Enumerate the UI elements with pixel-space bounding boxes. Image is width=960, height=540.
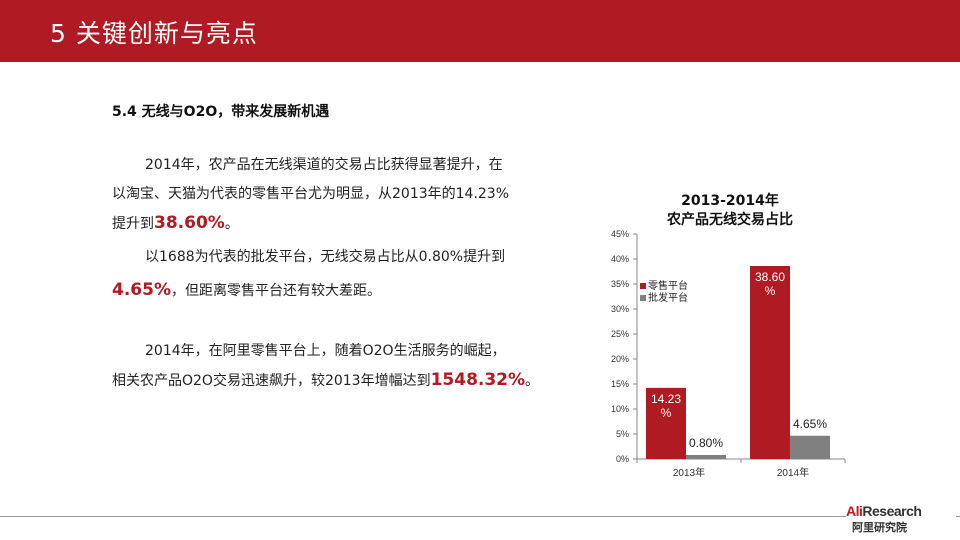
- y-tick-label: 10%: [611, 404, 629, 414]
- y-tick-label: 45%: [611, 229, 629, 239]
- bar-retail: [646, 387, 686, 459]
- data-label: 0.80%: [689, 436, 723, 450]
- y-tick-label: 30%: [611, 304, 629, 314]
- y-tick-label: 15%: [611, 379, 629, 389]
- legend-label: 批发平台: [648, 291, 688, 304]
- para1-line2: 以淘宝、天猫为代表的零售平台尤为明显，从2013年的14.23%: [112, 186, 510, 202]
- para3-line1: 2014年，在阿里零售平台上，随着O2O生活服务的崛起，: [145, 343, 506, 359]
- section-title: 5.4 无线与O2O，带来发展新机遇: [112, 104, 330, 120]
- para1-line3: 提升到38.60%。: [112, 213, 239, 234]
- logo-chinese: 阿里研究院: [852, 521, 907, 534]
- para3-line2-post: 。: [525, 373, 540, 389]
- para1-line3-post: 。: [224, 216, 239, 232]
- data-label: 14.23: [651, 392, 681, 406]
- para3-line2: 相关农产品O2O交易迅速飙升，较2013年增幅达到1548.32%。: [112, 370, 539, 391]
- para3-line2-pre: 相关农产品O2O交易迅速飙升，较2013年增幅达到: [112, 373, 431, 389]
- legend-label: 零售平台: [648, 279, 688, 292]
- para2-line2: 4.65%，但距离零售平台还有较大差距。: [112, 280, 381, 301]
- y-tick-label: 20%: [611, 354, 629, 364]
- y-tick-label: 5%: [616, 429, 629, 439]
- chart-title-line1: 2013-2014年: [681, 193, 779, 209]
- data-label-unit: %: [661, 406, 672, 420]
- y-tick-label: 25%: [611, 329, 629, 339]
- chart-title-line2: 农产品无线交易占比: [667, 212, 793, 228]
- aliresearch-logo: AliResearch 阿里研究院: [846, 503, 956, 535]
- bar-wholesale: [686, 455, 726, 459]
- bar-retail: [750, 266, 790, 459]
- slide-title: 5 关键创新与亮点: [50, 19, 258, 48]
- x-tick-label: 2014年: [777, 466, 809, 479]
- o2o-growth-highlight: 1548.32%: [430, 370, 526, 390]
- y-tick-label: 40%: [611, 254, 629, 264]
- logo-ali: Ali: [846, 503, 863, 519]
- data-label: 4.65%: [793, 417, 827, 431]
- data-label-unit: %: [765, 284, 776, 298]
- para2-line2-post: ，但距离零售平台还有较大差距。: [170, 283, 381, 299]
- logo-research: Research: [862, 503, 922, 519]
- legend-swatch: [640, 295, 646, 301]
- y-tick-label: 0%: [616, 454, 629, 464]
- retail-2014-highlight: 38.60%: [154, 213, 225, 233]
- data-label: 38.60: [755, 270, 785, 284]
- y-tick-label: 35%: [611, 279, 629, 289]
- para2-line1: 以1688为代表的批发平台，无线交易占比从0.80%提升到: [145, 249, 506, 265]
- para1-line1: 2014年，农产品在无线渠道的交易占比获得显著提升，在: [145, 157, 503, 173]
- legend-swatch: [640, 283, 646, 289]
- para1-line3-pre: 提升到: [112, 216, 154, 232]
- x-tick-label: 2013年: [673, 466, 705, 479]
- logo-wordmark: AliResearch: [846, 503, 922, 519]
- slide-header-bar: 5 关键创新与亮点: [0, 0, 960, 62]
- footer-divider: [0, 516, 960, 517]
- wholesale-2014-highlight: 4.65%: [112, 280, 171, 300]
- bar-wholesale: [790, 435, 830, 459]
